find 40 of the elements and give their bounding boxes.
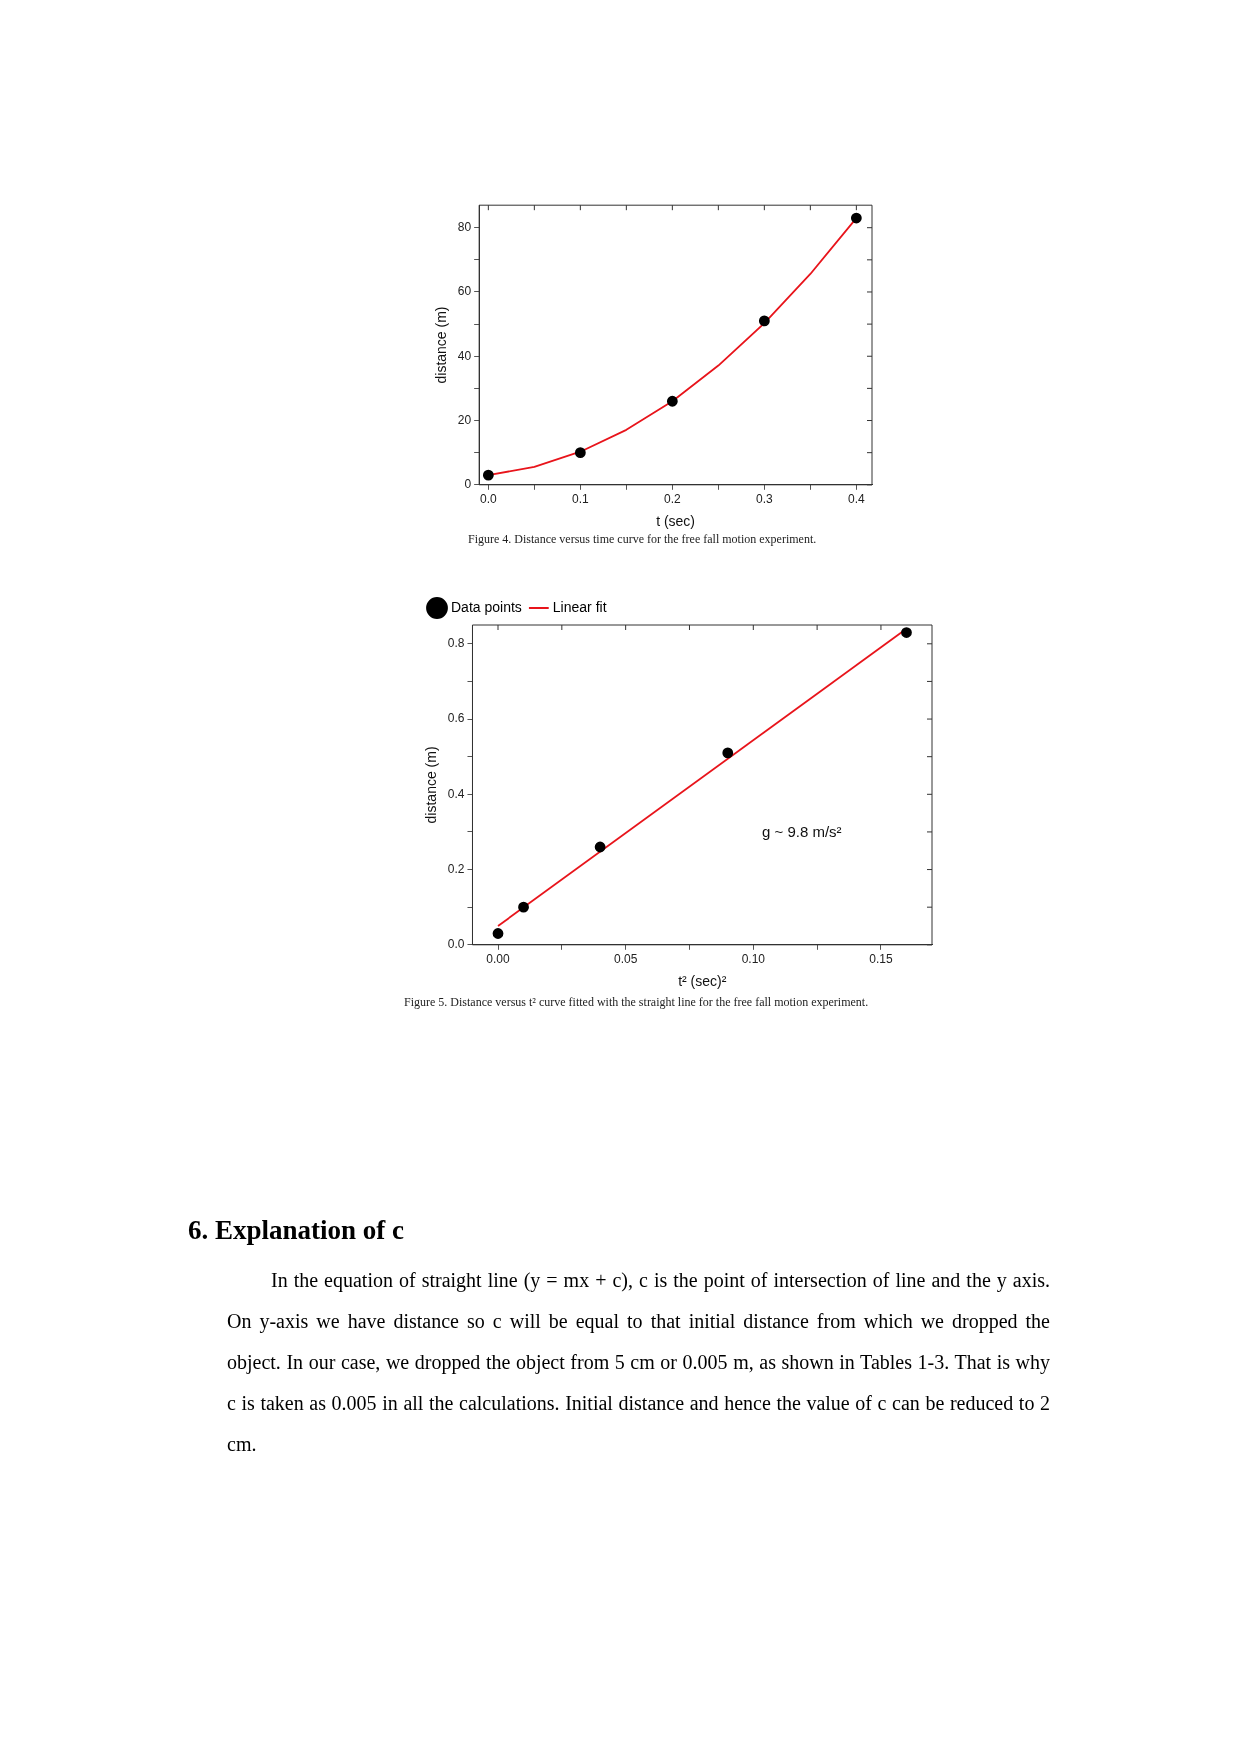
y-tick-label: 40	[457, 348, 472, 363]
point	[492, 928, 504, 939]
point	[722, 747, 734, 759]
y-tick-label: 0.4	[447, 786, 465, 801]
x-tick-label: 0.00	[486, 952, 511, 967]
y-tick-label: 0.0	[447, 937, 465, 952]
x-tick-label: 0.05	[613, 952, 638, 967]
point	[482, 469, 494, 481]
text: Figure 5. Distance versus t² curve fitted with the straight line for the free fall motion experiment.	[404, 994, 870, 1011]
y-tick-label: 80	[457, 220, 472, 235]
y-tick-label: 0	[464, 477, 472, 492]
x-axis-title: t² (sec)²	[678, 973, 727, 990]
legend-label: Data points	[451, 598, 522, 615]
y-tick-label: 0.8	[447, 636, 465, 651]
point	[666, 395, 678, 407]
y-tick-label: 0.2	[447, 861, 465, 876]
y-axis-title: distance (m)	[433, 306, 450, 384]
point	[758, 315, 770, 327]
y-tick-label: 0.6	[447, 711, 465, 726]
x-tick-label: 0.15	[869, 952, 893, 967]
y-axis-title: distance (m)	[423, 746, 440, 824]
x-tick-label: 0.4	[848, 492, 866, 507]
point	[518, 901, 529, 913]
point	[574, 447, 586, 459]
point	[594, 841, 606, 853]
point	[850, 212, 862, 224]
x-tick-label: 0.1	[572, 492, 590, 507]
point	[901, 627, 912, 638]
x-tick-label: 0.2	[664, 492, 682, 507]
annotation: g ~ 9.8 m/s²	[761, 823, 842, 841]
x-tick-label: 0.0	[480, 492, 498, 507]
x-tick-label: 0.3	[756, 492, 774, 507]
x-tick-label: 0.10	[741, 952, 766, 967]
legend-label: Linear fit	[552, 598, 607, 615]
y-tick-label: 60	[457, 284, 472, 299]
y-tick-label: 20	[457, 412, 472, 427]
text: In the equation of straight line (y = mx + c), c is the point of intersection of line and the y axis. On y-axis we have distance so c will be equal to that initial distance from which we dropped the object. In our case, we dropped the object from 5 cm or 0.005 m, as shown in Tables 1-3. That is why c is taken as 0.005 in all the calculations. Initial distance and hence the value of c can be reduced to 2 cm.	[226, 1268, 1050, 1457]
x-axis-title: t (sec)	[656, 513, 696, 530]
text: 6. Explanation of c	[188, 1215, 406, 1246]
text: Figure 4. Distance versus time curve for the free fall motion experiment.	[468, 531, 818, 548]
